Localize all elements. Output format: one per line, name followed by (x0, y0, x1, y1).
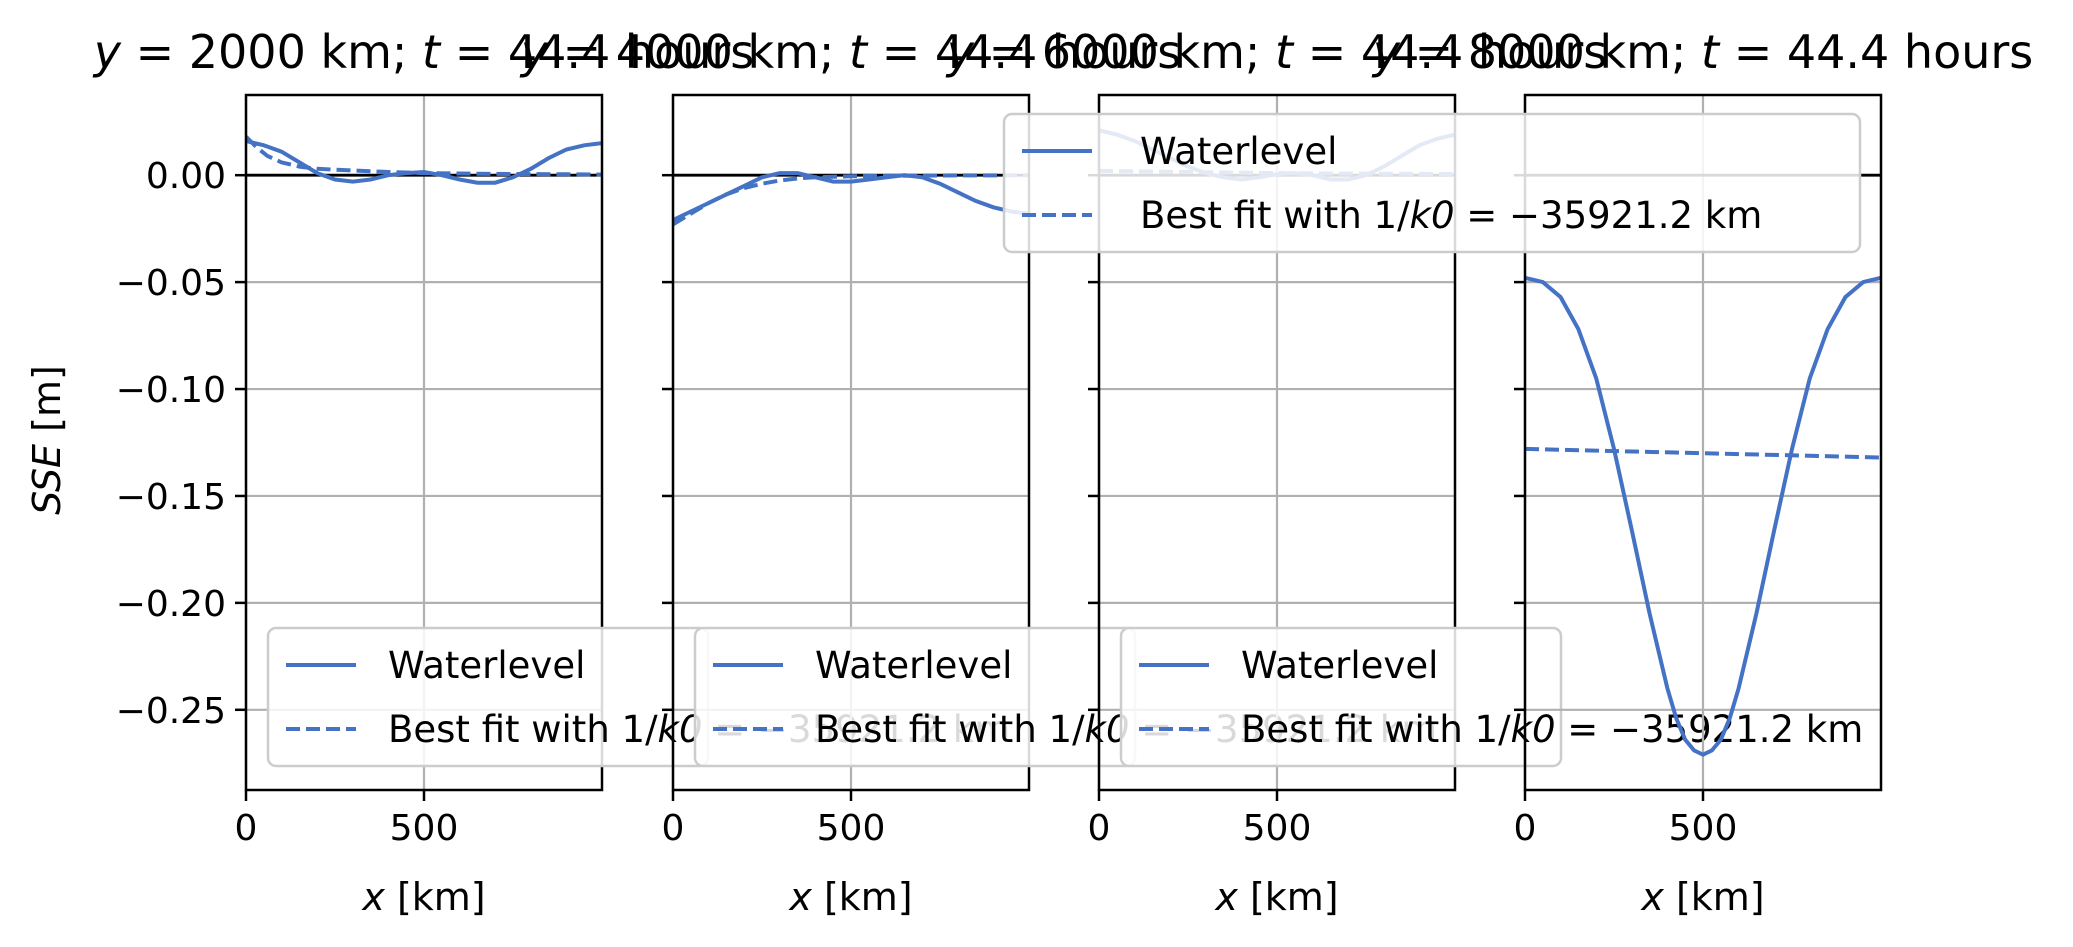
panel-title: y = 8000 km; t = 44.4 hours (1371, 25, 2034, 79)
x-tick-label: 500 (1669, 808, 1738, 849)
y-tick-label: −0.05 (116, 263, 226, 304)
y-tick-label: −0.10 (116, 370, 226, 411)
legend-waterlevel-label: Waterlevel (1140, 130, 1337, 173)
panel-title: y = 2000 km; t = 44.4 hours (92, 25, 755, 79)
bestfit-line (246, 135, 602, 177)
legend-waterlevel-label: Waterlevel (388, 644, 585, 687)
x-tick-label: 0 (1088, 808, 1111, 849)
subplot-1: 0 500 0.00 −0.05 −0.10 −0.15 −0.20 −0.25 x [km] y… (92, 25, 1011, 919)
subplot-grid: 0 500 0.00 −0.05 −0.10 −0.15 −0.20 −0.25 x [km] y… (92, 25, 2034, 919)
legend-waterlevel-label: Waterlevel (815, 644, 1012, 687)
y-axis-label: SSE [m] (25, 365, 69, 515)
panel-legend: Waterlevel Best fit with 1/k0 = −35921.2 … (1119, 626, 1863, 768)
y-tick-label: −0.15 (116, 477, 226, 518)
panel-title: y = 6000 km; t = 44.4 hours (945, 25, 1608, 79)
y-tick-label: −0.20 (116, 584, 226, 625)
legend-frame (1119, 626, 1563, 768)
subplot-3: 0 500 x [km] y = 6000 km; t = 44.4 hours Wat… (945, 25, 1864, 919)
x-axis-label: x [km] (788, 875, 912, 919)
legend-frame (1002, 112, 1862, 254)
y-tick-label: −0.25 (116, 691, 226, 732)
subplot-4: 0 500 x [km] y = 8000 km; t = 44.4 hours (1371, 25, 2034, 919)
x-tick-label: 0 (662, 808, 685, 849)
x-tick-label: 500 (390, 808, 459, 849)
legend-waterlevel-label: Waterlevel (1241, 644, 1438, 687)
x-axis-label: x [km] (1640, 875, 1764, 919)
x-tick-label: 500 (1243, 808, 1312, 849)
x-axis-label: x [km] (1214, 875, 1338, 919)
x-axis-label: x [km] (361, 875, 485, 919)
legend-bestfit-label: Best fit with 1/k0 = −35921.2 km (1140, 194, 1762, 237)
y-tick-label: 0.00 (146, 156, 226, 197)
x-tick-label: 500 (817, 808, 886, 849)
panel-title: y = 4000 km; t = 44.4 hours (519, 25, 1182, 79)
main-legend: Waterlevel Best fit with 1/k0 = −35921.2 … (1002, 112, 1862, 254)
x-tick-label: 0 (235, 808, 258, 849)
legend-bestfit-label: Best fit with 1/k0 = −35921.2 km (1241, 708, 1863, 751)
waterlevel-line (1525, 275, 1881, 757)
bestfit-line (673, 173, 1029, 227)
x-tick-label: 0 (1514, 808, 1537, 849)
